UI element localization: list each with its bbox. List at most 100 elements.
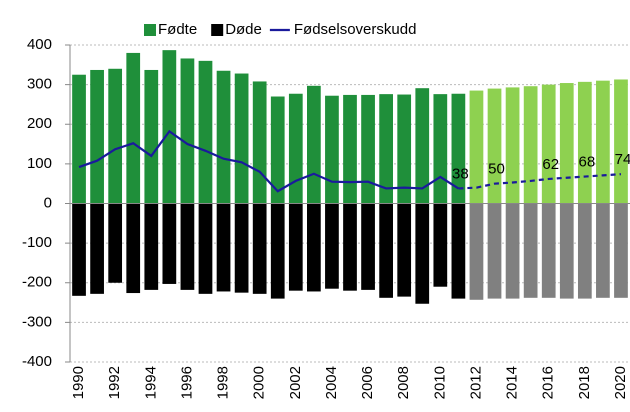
bar: [270, 203, 285, 299]
x-tick-label: 2018: [576, 366, 593, 399]
bar: [216, 203, 231, 292]
y-tick-label: 100: [27, 155, 52, 172]
bar: [397, 94, 412, 204]
bar: [252, 203, 267, 294]
x-tick-label: 1994: [142, 366, 159, 399]
bar: [288, 203, 303, 291]
bar: [325, 203, 339, 289]
bar: [180, 203, 195, 290]
y-tick-label: -100: [22, 234, 52, 251]
line: [78, 129, 459, 193]
legend-label: Fødselsoverskudd: [294, 21, 417, 38]
data-label: 50: [488, 161, 505, 178]
x-tick-label: 1996: [178, 366, 195, 399]
data-label: 62: [542, 156, 559, 173]
bar: [198, 60, 213, 204]
bar: [469, 203, 484, 300]
bar: [523, 86, 538, 204]
x-tick-label: 2008: [395, 366, 412, 399]
x-tick-label: 2006: [359, 366, 376, 399]
legend-label: Døde: [225, 21, 262, 38]
y-tick-label: -300: [22, 313, 52, 330]
bar: [487, 203, 502, 299]
bar: [126, 52, 141, 204]
data-label: 38: [452, 165, 469, 182]
bar: [90, 203, 104, 294]
bar: [108, 68, 123, 204]
bar: [361, 203, 375, 290]
bar: [288, 93, 303, 204]
x-tick-label: 2002: [287, 366, 304, 399]
x-tick-label: 2012: [467, 366, 484, 399]
bar: [162, 203, 177, 284]
legend-swatch: [144, 24, 156, 36]
x-tick-label: 2014: [504, 366, 521, 399]
bar: [307, 85, 321, 204]
bar: [577, 81, 592, 204]
y-tick-label: -400: [22, 353, 52, 370]
legend-label: Fødte: [158, 21, 197, 38]
bar: [505, 203, 520, 299]
bar: [379, 203, 393, 298]
bar: [144, 69, 159, 204]
bar: [180, 58, 195, 204]
bar: [415, 203, 430, 304]
bar: [198, 203, 213, 294]
y-tick-label: -200: [22, 274, 52, 291]
y-tick-label: 300: [27, 76, 52, 93]
bar: [379, 94, 393, 204]
bar: [523, 203, 538, 298]
bar: [614, 79, 628, 204]
bar: [307, 203, 321, 292]
x-tick-label: 2000: [251, 366, 268, 399]
bar: [541, 84, 556, 204]
bar: [216, 70, 231, 204]
bar: [577, 203, 592, 299]
bar: [433, 203, 448, 287]
bar: [162, 50, 177, 204]
bar: [415, 88, 430, 204]
line: [458, 173, 622, 190]
x-tick-label: 1992: [106, 366, 123, 399]
bar: [559, 83, 574, 204]
bar: [505, 87, 520, 204]
bar: [144, 203, 159, 290]
bar: [614, 203, 628, 298]
y-tick-label: 400: [27, 36, 52, 53]
bar: [451, 203, 466, 299]
bar: [108, 203, 123, 283]
data-label: 74: [615, 151, 630, 168]
bar: [433, 94, 448, 204]
bar: [343, 203, 357, 291]
bar: [90, 69, 104, 204]
bar: [541, 203, 556, 298]
bar: [72, 74, 86, 204]
x-tick-label: 2020: [612, 366, 629, 399]
x-tick-label: 1990: [70, 366, 87, 399]
bar: [234, 203, 249, 293]
bar: [126, 203, 141, 294]
bar: [451, 93, 466, 204]
bar: [469, 90, 484, 204]
x-tick-label: 1998: [215, 366, 232, 399]
x-tick-label: 2016: [540, 366, 557, 399]
bar: [397, 203, 412, 297]
bar: [270, 96, 285, 204]
bar: [343, 94, 357, 204]
x-tick-label: 2010: [431, 366, 448, 399]
bar: [559, 203, 574, 299]
y-tick-label: 0: [44, 194, 52, 211]
x-tick-label: 2004: [323, 366, 340, 399]
bar: [72, 203, 86, 296]
bar: [596, 80, 610, 204]
bar: [596, 203, 610, 298]
bar: [234, 73, 249, 204]
bar: [252, 81, 267, 204]
bar: [361, 94, 375, 204]
data-label: 68: [578, 154, 595, 171]
y-tick-label: 200: [27, 115, 52, 132]
bar: [487, 88, 502, 204]
legend-swatch: [211, 24, 224, 36]
bar: [325, 95, 339, 204]
